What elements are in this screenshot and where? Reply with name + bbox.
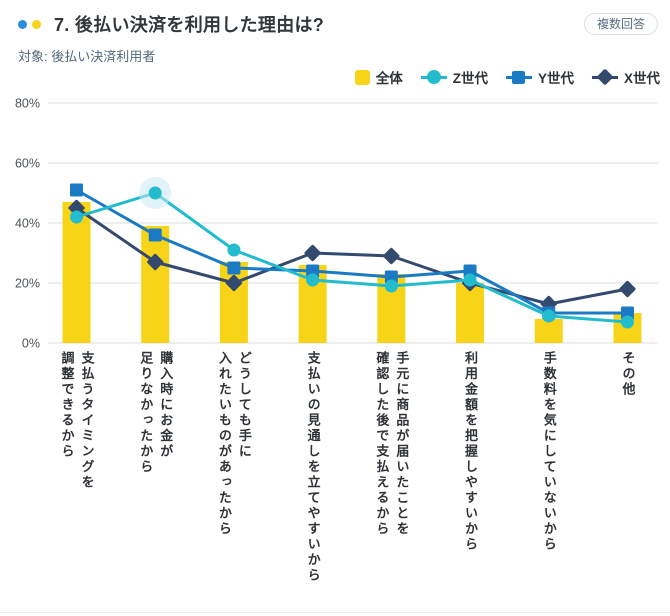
category-text: その他 <box>620 351 636 398</box>
circle-marker <box>384 279 398 293</box>
x-axis-category-label: 支払いの見通しを立てやすいから <box>273 351 353 584</box>
circle-marker <box>542 309 556 323</box>
bar <box>62 202 91 343</box>
diamond-marker <box>304 244 321 262</box>
square-marker <box>306 264 320 278</box>
circle-marker <box>227 243 241 257</box>
series-line <box>75 191 629 324</box>
category-text: 手元に商品が届いたことを 確認した後で支払えるから <box>374 351 410 537</box>
circle-marker <box>148 186 162 200</box>
legend-item-geny: Y世代 <box>505 67 574 87</box>
bar-swatch-icon <box>354 69 370 85</box>
circle-marker <box>620 315 634 329</box>
y-axis-tick: 40% <box>15 217 40 231</box>
title-wrap: 7. 後払い決済を利用した理由は? <box>18 11 324 37</box>
category-text: 支払うタイミングを 調整できるから <box>59 351 95 491</box>
x-axis-category-label: 利用金額を把握しやすいから <box>430 351 510 553</box>
target-subtitle: 対象: 後払い決済利用者 <box>18 49 156 64</box>
category-text: どうしても手に 入れたいものがあったから <box>216 351 252 537</box>
x-axis-category-label: 支払うタイミングを 調整できるから <box>37 351 117 491</box>
x-axis-category-label: その他 <box>587 351 667 398</box>
bar <box>456 283 485 343</box>
page-title: 7. 後払い決済を利用した理由は? <box>54 15 325 35</box>
square-marker <box>227 261 241 275</box>
circle-marker <box>70 210 83 224</box>
x-axis-category-label: 購入時にお金が 足りなかったから <box>115 351 195 475</box>
diamond-marker <box>225 274 243 292</box>
category-text: 支払いの見通しを立てやすいから <box>305 351 321 584</box>
y-axis-tick: 80% <box>15 97 40 111</box>
legend-label: 全体 <box>375 71 403 86</box>
legend-label: X世代 <box>623 71 660 86</box>
square-marker <box>148 228 162 242</box>
bar <box>141 226 170 343</box>
blue-dot-icon <box>18 19 27 29</box>
square-marker <box>463 264 477 278</box>
header: 7. 後払い決済を利用した理由は? 複数回答 <box>18 11 658 37</box>
series-line <box>75 188 629 315</box>
category-text: 手数料を気にしていないから <box>541 351 557 553</box>
bottom-divider <box>0 612 670 613</box>
square-marker <box>384 270 398 284</box>
y-axis-tick: 60% <box>15 157 40 171</box>
circle-marker <box>306 273 320 287</box>
series-line <box>75 206 629 306</box>
category-text: 利用金額を把握しやすいから <box>463 351 479 553</box>
multiple-answer-badge: 複数回答 <box>583 13 658 35</box>
x-axis-category-label: どうしても手に 入れたいものがあったから <box>194 351 274 537</box>
circle-marker <box>463 273 477 287</box>
diamond-marker <box>383 247 400 265</box>
y-axis-tick: 0% <box>22 337 40 351</box>
legend-label: Y世代 <box>537 71 574 86</box>
category-text: 購入時にお金が 足りなかったから <box>138 351 174 475</box>
y-axis-tick: 20% <box>15 277 40 291</box>
square-marker-icon <box>505 69 532 85</box>
chart-legend: 全体 Z世代 Y世代 X世代 <box>354 67 660 87</box>
circle-marker-icon <box>420 69 447 85</box>
legend-item-genz: Z世代 <box>420 67 488 87</box>
x-axis-category-label: 手数料を気にしていないから <box>509 351 589 553</box>
diamond-marker <box>619 280 636 298</box>
legend-label: Z世代 <box>452 71 488 86</box>
square-marker <box>620 306 634 320</box>
legend-item-zentai: 全体 <box>354 67 403 87</box>
square-marker <box>70 183 83 197</box>
diamond-marker-icon <box>591 68 618 86</box>
bar <box>534 319 563 343</box>
diamond-marker <box>147 253 164 271</box>
legend-item-genx: X世代 <box>591 67 660 87</box>
yellow-dot-icon <box>32 19 41 29</box>
x-axis-category-label: 手元に商品が届いたことを 確認した後で支払えるから <box>351 351 431 537</box>
